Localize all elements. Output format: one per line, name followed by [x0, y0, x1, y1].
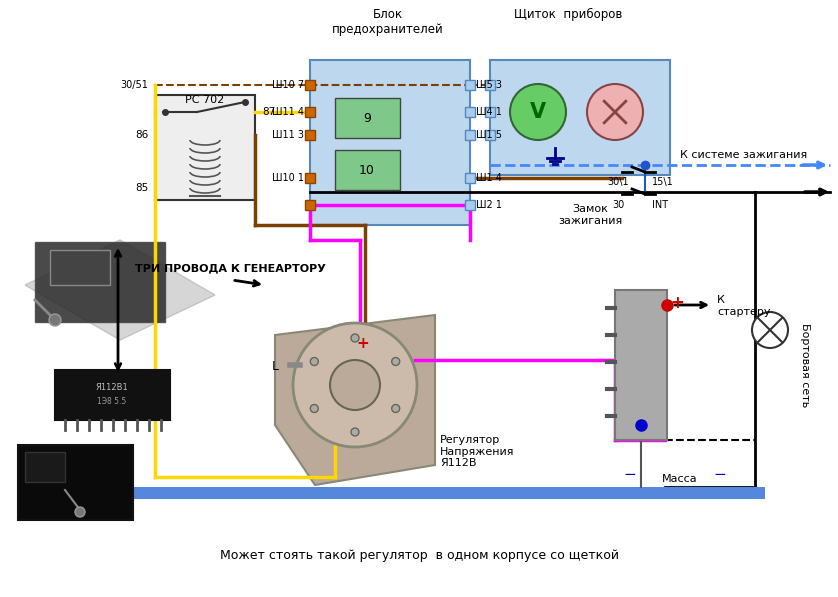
Text: 1Э8 5.5: 1Э8 5.5 — [97, 398, 127, 407]
Text: 9: 9 — [363, 112, 371, 125]
FancyBboxPatch shape — [465, 107, 475, 117]
Circle shape — [391, 405, 400, 413]
Text: РС 702: РС 702 — [185, 95, 225, 105]
Text: 87: 87 — [262, 107, 275, 117]
FancyBboxPatch shape — [485, 80, 495, 90]
Text: +: + — [670, 294, 684, 312]
Polygon shape — [25, 240, 215, 340]
Text: 30/51: 30/51 — [120, 80, 148, 90]
Circle shape — [587, 84, 643, 140]
Text: V: V — [530, 102, 546, 122]
Text: Масса: Масса — [662, 474, 697, 484]
Circle shape — [293, 323, 417, 447]
Text: Ш5 3: Ш5 3 — [476, 80, 502, 90]
Text: К системе зажигания: К системе зажигания — [680, 150, 807, 160]
FancyBboxPatch shape — [465, 173, 475, 183]
Text: Бортовая сеть: Бортовая сеть — [800, 323, 810, 407]
FancyBboxPatch shape — [485, 107, 495, 117]
Text: 85: 85 — [135, 183, 148, 193]
Circle shape — [351, 428, 359, 436]
FancyBboxPatch shape — [465, 200, 475, 210]
Text: L: L — [272, 361, 278, 374]
FancyBboxPatch shape — [55, 370, 170, 420]
Text: 15\1: 15\1 — [652, 177, 674, 187]
Text: Ш11 3: Ш11 3 — [272, 130, 304, 140]
FancyBboxPatch shape — [85, 487, 765, 499]
Text: −: − — [714, 467, 727, 482]
Text: INT: INT — [652, 200, 668, 210]
Text: Щиток  приборов: Щиток приборов — [514, 8, 622, 21]
Text: 86: 86 — [135, 130, 148, 140]
Circle shape — [752, 312, 788, 348]
FancyBboxPatch shape — [465, 80, 475, 90]
Circle shape — [310, 405, 318, 413]
Circle shape — [510, 84, 566, 140]
FancyBboxPatch shape — [155, 95, 255, 200]
Text: Ш11 4: Ш11 4 — [272, 107, 304, 117]
FancyBboxPatch shape — [305, 130, 315, 140]
Text: +: + — [357, 336, 370, 350]
Circle shape — [310, 358, 318, 365]
Text: Я112В1: Я112В1 — [96, 383, 128, 392]
FancyBboxPatch shape — [485, 130, 495, 140]
FancyBboxPatch shape — [305, 80, 315, 90]
Text: 10: 10 — [359, 164, 375, 177]
Circle shape — [330, 360, 380, 410]
Text: Ш10 7: Ш10 7 — [272, 80, 304, 90]
FancyBboxPatch shape — [335, 150, 400, 190]
FancyBboxPatch shape — [305, 200, 315, 210]
Text: Регулятор
Напряжения
Я112В: Регулятор Напряжения Я112В — [440, 435, 515, 468]
FancyBboxPatch shape — [50, 250, 110, 285]
Text: Ш10 1: Ш10 1 — [272, 173, 304, 183]
Text: 30: 30 — [612, 200, 624, 210]
Text: Ш4 1: Ш4 1 — [476, 107, 502, 117]
Text: Может стоять такой регулятор  в одном корпусе со щеткой: Может стоять такой регулятор в одном кор… — [220, 549, 618, 562]
Text: Ш1 5: Ш1 5 — [476, 130, 502, 140]
FancyBboxPatch shape — [310, 60, 470, 225]
Circle shape — [391, 358, 400, 365]
Text: 30\1: 30\1 — [608, 177, 628, 187]
Text: ТРИ ПРОВОДА К ГЕНЕАРТОРУ: ТРИ ПРОВОДА К ГЕНЕАРТОРУ — [135, 263, 326, 273]
FancyBboxPatch shape — [305, 173, 315, 183]
FancyBboxPatch shape — [490, 60, 670, 175]
FancyBboxPatch shape — [615, 290, 667, 440]
Circle shape — [49, 314, 61, 326]
Text: Блок
предохранителей: Блок предохранителей — [332, 8, 444, 36]
Text: К
стартеру: К стартеру — [717, 295, 770, 316]
Text: Ш1 4: Ш1 4 — [476, 173, 502, 183]
FancyBboxPatch shape — [465, 130, 475, 140]
FancyBboxPatch shape — [305, 107, 315, 117]
FancyBboxPatch shape — [25, 452, 65, 482]
Text: −: − — [623, 467, 636, 482]
FancyBboxPatch shape — [18, 445, 133, 520]
Circle shape — [351, 334, 359, 342]
Circle shape — [75, 507, 85, 517]
Text: Ш2 1: Ш2 1 — [476, 200, 502, 210]
FancyBboxPatch shape — [335, 98, 400, 138]
FancyBboxPatch shape — [35, 242, 165, 322]
Text: Замок
зажигания: Замок зажигания — [558, 204, 622, 226]
Polygon shape — [275, 315, 435, 485]
